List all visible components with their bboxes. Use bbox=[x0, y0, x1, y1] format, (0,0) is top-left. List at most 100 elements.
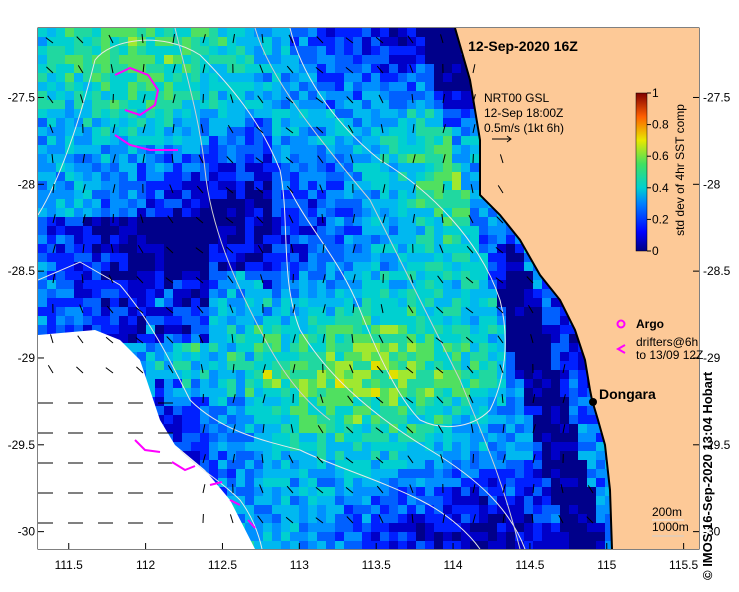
current-vector bbox=[378, 94, 384, 104]
drifter-icon bbox=[615, 344, 626, 354]
current-vector bbox=[315, 487, 324, 494]
current-vector bbox=[382, 244, 386, 254]
drifter-track bbox=[114, 66, 160, 117]
current-vector bbox=[49, 124, 54, 134]
lon-tick-label: 114.5 bbox=[515, 558, 544, 572]
current-vectors bbox=[38, 34, 594, 524]
current-vector bbox=[435, 367, 444, 374]
current-vector bbox=[166, 246, 174, 254]
current-vector bbox=[262, 394, 266, 404]
lat-tick-label-right: -28.5 bbox=[703, 264, 731, 278]
current-vector bbox=[288, 454, 294, 464]
argo-label: Argo bbox=[636, 317, 664, 331]
current-vector bbox=[172, 94, 176, 104]
credit-text: © IMOS 16-Sep-2020 13:04 Hobart bbox=[700, 371, 715, 580]
current-vector bbox=[376, 65, 384, 74]
colorbar-tick-label: 0.8 bbox=[652, 118, 669, 132]
lat-tick-label-left: -27.5 bbox=[8, 90, 36, 104]
current-vector bbox=[290, 244, 294, 254]
current-vector bbox=[412, 184, 416, 194]
current-vector bbox=[105, 367, 114, 374]
current-vector bbox=[315, 97, 324, 104]
colorbar-ticks: 1 0.8 0.6 0.4 0.2 0 bbox=[647, 86, 669, 258]
current-vector bbox=[466, 245, 474, 254]
current-vector bbox=[171, 154, 174, 164]
current-vector bbox=[225, 187, 234, 194]
current-vector bbox=[495, 277, 504, 284]
current-vector bbox=[77, 65, 84, 74]
current-vector bbox=[412, 214, 415, 224]
current-vector bbox=[319, 394, 324, 404]
current-vector bbox=[142, 64, 145, 74]
current-vector bbox=[112, 124, 116, 134]
current-vector bbox=[316, 36, 324, 44]
current-vector bbox=[286, 185, 294, 194]
current-vector bbox=[437, 275, 444, 284]
lat-tick-label-left: -29.5 bbox=[8, 438, 36, 452]
current-vector bbox=[465, 276, 474, 284]
current-vector bbox=[110, 244, 114, 254]
current-vector bbox=[406, 336, 414, 344]
current-vector bbox=[195, 276, 204, 284]
place-label: Dongara bbox=[599, 386, 656, 402]
depth-label-1000m: 1000m bbox=[652, 520, 689, 534]
current-vector bbox=[232, 424, 236, 434]
current-vector bbox=[532, 394, 536, 404]
current-info-line2: 12-Sep 18:00Z bbox=[484, 106, 563, 120]
no-data-region bbox=[38, 330, 255, 549]
current-vector bbox=[140, 214, 144, 224]
current-vector bbox=[165, 277, 174, 284]
current-vector bbox=[232, 34, 235, 44]
current-vector bbox=[376, 485, 384, 494]
current-vector bbox=[375, 36, 384, 44]
current-vector bbox=[202, 424, 206, 434]
current-vector bbox=[442, 94, 445, 104]
current-vector bbox=[255, 157, 264, 164]
current-vector bbox=[375, 456, 384, 464]
current-vector bbox=[81, 274, 84, 284]
current-vector bbox=[411, 94, 414, 104]
current-vector bbox=[532, 483, 535, 494]
colorbar-tick-label: 0.4 bbox=[652, 181, 669, 195]
current-vector bbox=[316, 126, 324, 134]
current-vector bbox=[52, 184, 55, 194]
current-vector bbox=[79, 304, 84, 314]
current-vector bbox=[166, 336, 174, 344]
current-vector bbox=[375, 427, 384, 434]
lon-tick-label: 115.5 bbox=[669, 558, 698, 572]
current-vector bbox=[531, 514, 534, 524]
current-vector bbox=[202, 484, 206, 494]
lon-tick-label: 115 bbox=[597, 558, 616, 572]
lon-tick-label: 114 bbox=[443, 558, 462, 572]
current-vector bbox=[110, 64, 114, 74]
current-vector bbox=[346, 426, 354, 434]
current-vector bbox=[290, 424, 294, 434]
current-vector bbox=[46, 66, 54, 74]
current-vector bbox=[82, 214, 86, 224]
current-vector bbox=[530, 334, 534, 344]
current-vector bbox=[407, 455, 414, 464]
current-vector bbox=[466, 365, 474, 374]
current-vector bbox=[257, 95, 264, 104]
current-vector bbox=[499, 364, 504, 374]
current-vector bbox=[472, 514, 476, 524]
current-vector bbox=[378, 514, 384, 524]
current-vector bbox=[227, 125, 234, 134]
current-vector bbox=[382, 214, 386, 224]
depth-label-200m: 200m bbox=[652, 505, 682, 519]
current-vector bbox=[439, 244, 444, 254]
current-vector bbox=[345, 37, 354, 44]
current-vector bbox=[496, 216, 504, 224]
current-vector bbox=[376, 365, 384, 374]
depth-legend: 200m 1000m bbox=[652, 505, 689, 537]
lon-tick-label: 112.5 bbox=[208, 558, 237, 572]
current-vector bbox=[346, 96, 354, 104]
current-vector bbox=[225, 217, 234, 224]
current-vector bbox=[495, 247, 504, 254]
drifter-track bbox=[114, 134, 178, 151]
current-vector bbox=[198, 154, 204, 164]
current-vector bbox=[52, 274, 55, 284]
current-vector bbox=[526, 276, 534, 284]
drifter-tracks bbox=[114, 66, 256, 529]
current-vector bbox=[255, 187, 264, 194]
